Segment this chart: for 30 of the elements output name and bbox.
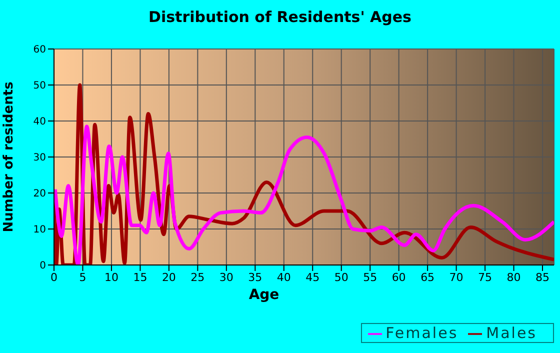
x-tick-label: 75 bbox=[478, 270, 492, 284]
x-tick-label: 45 bbox=[306, 270, 320, 284]
x-tick-label: 35 bbox=[248, 270, 262, 284]
x-tick-label: 40 bbox=[276, 270, 291, 284]
y-tick-label: 20 bbox=[33, 188, 46, 200]
chart-title: Distribution of Residents' Ages bbox=[148, 8, 412, 26]
x-tick-label: 30 bbox=[219, 270, 234, 284]
x-tick-label: 80 bbox=[506, 270, 521, 284]
x-tick-label: 25 bbox=[190, 270, 205, 284]
y-tick-label: 30 bbox=[33, 152, 46, 164]
x-tick-label: 50 bbox=[334, 270, 348, 284]
x-tick-label: 55 bbox=[363, 270, 378, 284]
x-tick-label: 5 bbox=[79, 270, 86, 284]
x-tick-label: 0 bbox=[50, 270, 58, 284]
legend-label: Females bbox=[386, 324, 458, 342]
x-tick-label: 65 bbox=[420, 270, 435, 284]
x-tick-label: 20 bbox=[162, 270, 176, 284]
y-tick-label: 60 bbox=[33, 44, 46, 56]
legend-label: Males bbox=[486, 324, 537, 342]
y-tick-label: 50 bbox=[33, 80, 46, 92]
y-tick-label: 0 bbox=[40, 260, 46, 272]
y-axis-title: Number of residents bbox=[2, 81, 17, 232]
x-tick-label: 85 bbox=[536, 270, 550, 284]
y-tick-label: 10 bbox=[33, 224, 46, 236]
x-axis-title: Age bbox=[248, 286, 280, 303]
x-tick-label: 15 bbox=[133, 270, 148, 284]
x-tick-label: 70 bbox=[449, 270, 464, 284]
y-tick-label: 40 bbox=[33, 116, 46, 128]
x-tick-label: 10 bbox=[104, 270, 118, 284]
x-tick-label: 60 bbox=[392, 270, 406, 284]
